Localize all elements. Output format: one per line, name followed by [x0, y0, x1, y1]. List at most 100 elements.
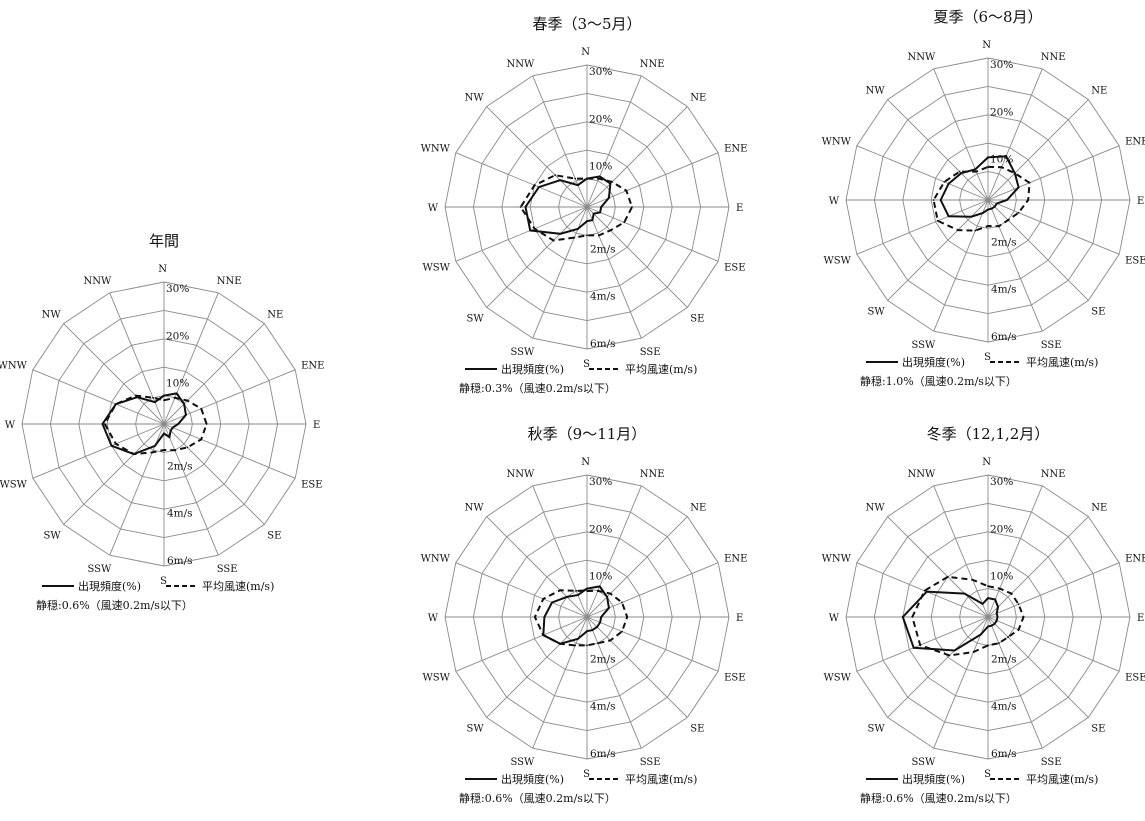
- grid-spoke: [532, 616, 588, 749]
- speed-point: [200, 407, 203, 410]
- direction-label: WSW: [422, 263, 450, 274]
- speed-tick-label: 4m/s: [167, 508, 193, 520]
- direction-label: WNW: [421, 553, 451, 564]
- frequency-point: [953, 649, 956, 652]
- grid-spoke: [532, 206, 588, 339]
- speed-point: [987, 225, 989, 227]
- frequency-point: [538, 186, 540, 189]
- direction-label: ESE: [301, 480, 322, 491]
- speed-point: [971, 578, 974, 581]
- chart-title: 秋季（9～11月）: [528, 425, 647, 443]
- frequency-tick-label: 10%: [589, 161, 612, 173]
- direction-label: E: [736, 613, 743, 624]
- speed-tick-label: 4m/s: [590, 701, 616, 713]
- frequency-point: [171, 426, 174, 429]
- speed-point: [586, 644, 588, 647]
- speed-point: [559, 589, 562, 592]
- speed-point: [972, 651, 975, 653]
- grid-spoke: [486, 616, 588, 718]
- direction-label: S: [160, 576, 167, 587]
- speed-point: [574, 177, 577, 180]
- frequency-point: [599, 621, 601, 624]
- direction-label: E: [1137, 613, 1144, 624]
- direction-label: W: [428, 613, 439, 624]
- speed-point: [1010, 592, 1013, 595]
- direction-label: ESE: [724, 263, 745, 274]
- grid-rings: [444, 64, 730, 350]
- direction-label: NNE: [217, 276, 242, 287]
- grid-spoke: [987, 199, 1043, 332]
- speed-point: [609, 592, 612, 595]
- grid-spoke: [933, 616, 989, 749]
- speed-point: [115, 403, 117, 405]
- frequency-point: [577, 228, 579, 230]
- speed-point: [943, 181, 946, 183]
- direction-label: NNW: [507, 59, 536, 70]
- direction-label: NNE: [640, 59, 665, 70]
- grid-spoke: [887, 616, 989, 718]
- direction-label: SW: [467, 723, 485, 734]
- speed-tick-label: 2m/s: [590, 243, 616, 255]
- frequency-series-line: [524, 175, 612, 235]
- frequency-point: [168, 436, 171, 438]
- speed-point: [609, 639, 612, 642]
- frequency-point: [175, 392, 178, 395]
- frequency-point: [177, 423, 180, 425]
- speed-series-line: [533, 589, 629, 647]
- frequency-point: [598, 175, 601, 178]
- speed-point: [163, 399, 165, 402]
- frequency-tick-label: 10%: [589, 571, 612, 583]
- speed-point: [923, 589, 926, 592]
- direction-label: NW: [465, 503, 485, 514]
- grid-rings: [444, 474, 730, 760]
- wind-rose-chart: 夏季（6～8月） N NNE NE ENE E ESE SE SSE S SSW SW WSW W WNW N…: [822, 8, 1145, 388]
- direction-label: N: [982, 40, 991, 51]
- direction-label: NNE: [1041, 52, 1066, 63]
- frequency-point: [163, 432, 165, 435]
- frequency-point: [987, 208, 989, 211]
- legend-frequency-label: 出現頻度(%): [501, 362, 564, 376]
- speed-point: [1013, 172, 1016, 175]
- chart-title: 冬季（12,1,2月）: [927, 425, 1050, 443]
- grid-spoke: [486, 516, 588, 618]
- frequency-point: [169, 429, 172, 432]
- direction-label: N: [581, 47, 590, 58]
- frequency-point: [566, 596, 568, 598]
- frequency-point: [1005, 155, 1007, 158]
- speed-point: [611, 181, 613, 183]
- speed-tick-label: 2m/s: [991, 236, 1017, 248]
- direction-label: NW: [465, 93, 485, 104]
- direction-label: WNW: [822, 136, 852, 147]
- grid-spoke: [887, 99, 989, 201]
- frequency-point: [608, 197, 610, 199]
- frequency-point: [987, 597, 989, 599]
- grid-spoke: [856, 562, 989, 618]
- grid-spoke: [987, 616, 1120, 672]
- direction-label: SW: [868, 306, 886, 317]
- frequency-point: [606, 596, 608, 598]
- frequency-point: [559, 179, 562, 182]
- calm-note: 静穏:0.6%（風速0.2m/s以下）: [459, 791, 616, 805]
- direction-label: ENE: [724, 143, 747, 154]
- speed-point: [936, 219, 939, 222]
- speed-point: [948, 654, 951, 657]
- direction-label: SSW: [510, 757, 535, 768]
- speed-tick-label: 6m/s: [991, 748, 1017, 760]
- direction-label: S: [583, 359, 590, 370]
- grid-spoke: [933, 199, 989, 332]
- grid-spoke: [163, 423, 265, 525]
- legend-speed-label: 平均風速(m/s): [625, 363, 697, 376]
- frequency-point: [592, 212, 595, 215]
- grid-spoke: [987, 99, 1089, 201]
- speed-tick-label: 4m/s: [590, 291, 616, 303]
- legend-frequency-label: 出現頻度(%): [78, 579, 141, 593]
- speed-point: [133, 453, 135, 455]
- speed-series-line: [519, 174, 634, 242]
- speed-point: [609, 229, 612, 232]
- speed-point: [574, 644, 577, 647]
- direction-label: SW: [467, 313, 485, 324]
- calm-note: 静穏:1.0%（風速0.2m/s以下）: [860, 374, 1017, 388]
- speed-point: [974, 229, 977, 232]
- grid-spoke: [586, 616, 688, 718]
